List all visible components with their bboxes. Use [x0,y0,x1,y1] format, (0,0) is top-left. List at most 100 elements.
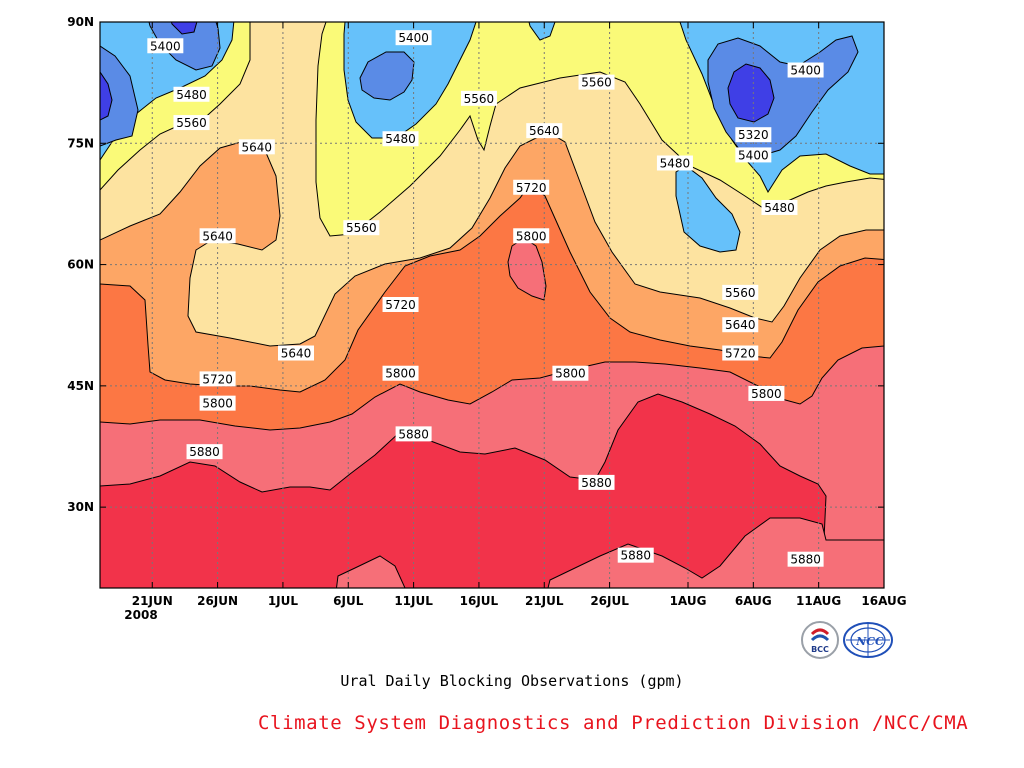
contour-label-text: 5640 [529,124,560,138]
contour-label-text: 5800 [555,367,586,381]
contour-label-box [787,551,824,567]
contour-label-text: 5640 [242,140,273,154]
x-tick-label: 1AUG [670,594,707,608]
contour-label-text: 5560 [464,92,495,106]
contour-label: 5400 [395,30,432,46]
contour-label-box [722,317,759,333]
contour-label: 5720 [382,297,419,312]
contour-label: 5880 [617,547,654,563]
contour-label-text: 5640 [202,229,233,243]
contour-label-text: 5480 [764,201,795,215]
credit-line: Climate System Diagnostics and Predictio… [258,712,969,734]
contour-label-text: 5560 [176,116,207,130]
contour-label-box [761,199,798,215]
x-axis-tick-labels: 21JUN 26JUN 1JUL 6JUL 11JUL 16JUL 21JUL 26JUL 1A… [132,594,907,608]
contour-label: 5640 [526,123,563,139]
x-tick-label: 26JUN [197,594,238,608]
contour-label-text: 5560 [581,76,612,90]
band-lt-5320-west [100,71,113,121]
band-lt-5320-top [170,22,198,35]
contour-label-box [395,426,432,442]
contour-label-text: 5880 [790,553,821,567]
plot-frame [99,21,885,589]
contour-label-box [735,147,772,163]
contour-label-box [382,131,419,147]
contour-label-box [513,228,550,244]
contour-label: 5480 [173,86,210,102]
contour-label-box [526,123,563,139]
contour-label-box [395,30,432,46]
contour-label: 5480 [382,131,419,147]
y-tick-label: 75N [67,136,94,150]
band-5800-5880-south-a [335,555,406,588]
contour-label-text: 5400 [150,39,181,53]
ncc-logo: NCC [842,620,894,664]
contour-label-box [460,90,497,106]
x-tick-label: 21JUL [525,594,564,608]
contour-label: 5800 [513,228,550,244]
contour-label-box [147,38,184,54]
contour-label-text: 5720 [725,347,756,361]
contour-label: 5720 [199,371,236,387]
contour-label: 5880 [395,426,432,442]
y-tick-label: 45N [67,379,94,393]
band-5800-5880-south-b [547,517,884,588]
contour-labels: 5400 5480 5560 5640 5640 5640 5720 5800 5880 5400… [147,30,824,567]
contour-label-text: 5720 [385,298,416,312]
contour-label: 5640 [278,345,314,361]
contour-label-text: 5720 [516,181,547,195]
contour-label-box [343,220,380,236]
contour-label-box [238,139,275,155]
contour-label-text: 5800 [516,229,547,243]
contour-label-text: 5480 [660,157,691,171]
contour-label: 5640 [199,228,236,244]
contour-label-box [578,74,615,90]
x-axis-year-label: 2008 [124,608,157,622]
x-tick-label: 26JUL [590,594,629,608]
contour-label: 5640 [238,139,275,155]
contour-label: 5480 [761,199,798,215]
contour-label-box [278,345,314,361]
x-tick-label: 1JUL [268,594,299,608]
x-tick-label: 11AUG [796,594,841,608]
contour-label-text: 5480 [385,132,416,146]
x-tick-label: 21JUN [132,594,173,608]
contour-label-box [748,385,785,401]
contour-label: 5560 [460,90,497,106]
contour-label-box [199,228,236,244]
axis-ticks [100,21,885,588]
contour-label-box [656,155,693,171]
band-5320-5400-west [100,45,139,147]
contour-label: 5560 [173,115,210,131]
contour-label: 5720 [513,179,550,195]
band-5480-5560 [100,22,884,237]
x-tick-label: 6AUG [735,594,772,608]
y-axis-tick-labels: 30N 45N 60N 75N 90N [67,15,94,514]
band-5320-5400-top [148,22,221,71]
contour-label-text: 5800 [751,387,782,401]
contour-label-text: 5880 [189,445,220,459]
contour-label-text: 5320 [738,128,769,142]
contour-label: 5800 [382,365,419,381]
contour-label: 5880 [186,444,223,460]
contour-label: 5880 [787,551,824,567]
contour-label-text: 5720 [202,372,233,386]
contour-label: 5800 [199,395,236,411]
contour-label: 5640 [722,317,759,333]
band-5320-5400-center [359,51,415,101]
y-tick-label: 60N [67,258,94,272]
contour-label-box [617,547,654,563]
contour-label-text: 5400 [738,148,769,162]
contour-label-box [173,115,210,131]
contour-label-box [513,179,550,195]
contour-label-text: 5880 [581,476,612,490]
contour-label: 5720 [722,345,759,361]
contour-label-text: 5800 [385,367,416,381]
contour-label-box [722,284,759,300]
band-lt-5320-east [727,63,775,123]
svg-text:NCC: NCC [855,635,884,648]
y-tick-label: 90N [67,15,94,29]
contour-label-text: 5560 [346,221,377,235]
x-tick-label: 16AUG [861,594,906,608]
contour-label-text: 5560 [725,286,756,300]
